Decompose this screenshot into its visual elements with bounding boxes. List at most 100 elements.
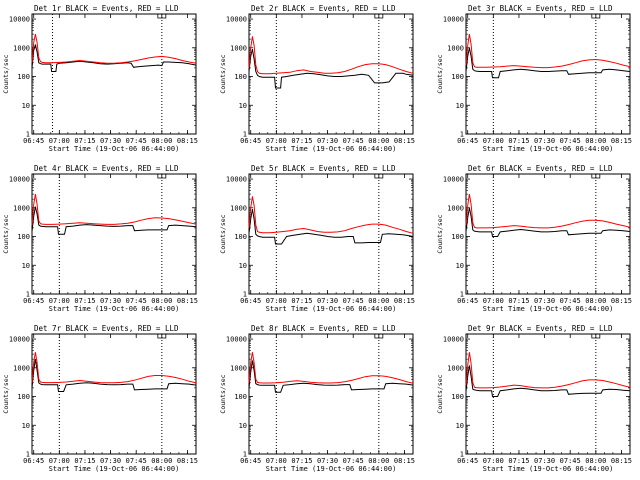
y-tick-label: 10: [456, 262, 464, 270]
x-axis-label: Start Time (19-Oct-06 06:44:00): [49, 465, 180, 473]
y-tick-label: 1000: [447, 364, 464, 372]
series-line-lld: [248, 352, 414, 384]
y-axis-label: Counts/sec: [219, 54, 227, 93]
x-tick-label: 07:45: [560, 457, 581, 465]
x-tick-label: 08:00: [368, 297, 389, 305]
x-tick-label: 07:00: [266, 297, 287, 305]
y-tick-label: 100: [451, 393, 464, 401]
y-tick-label: 1000: [13, 364, 30, 372]
y-tick-label: 1: [243, 131, 247, 139]
x-tick-label: 07:00: [266, 137, 287, 145]
y-tick-label: 1000: [447, 44, 464, 52]
y-axis-label: Counts/sec: [219, 214, 227, 253]
y-axis-label: Counts/sec: [436, 214, 444, 253]
plot-frame: [465, 333, 631, 455]
y-tick-label: 10000: [9, 336, 30, 344]
panel-5: Det 5r BLACK = Events, RED = LLD 1 10 100 10…: [219, 164, 415, 313]
panel-2: Det 2r BLACK = Events, RED = LLD 1 10 100 10…: [219, 4, 415, 153]
x-axis-label: Start Time (19-Oct-06 06:44:00): [483, 305, 614, 313]
x-tick-label: 07:15: [291, 297, 312, 305]
series-line-lld: [465, 34, 631, 69]
y-tick-label: 1000: [13, 204, 30, 212]
series-line-events: [248, 209, 414, 245]
x-tick-label: 06:45: [457, 137, 478, 145]
x-tick-label: 07:00: [483, 297, 504, 305]
x-tick-label: 07:00: [49, 297, 70, 305]
x-axis-label: Start Time (19-Oct-06 06:44:00): [266, 145, 397, 153]
y-tick-label: 10: [239, 262, 247, 270]
y-tick-label: 10000: [226, 336, 247, 344]
x-tick-label: 08:15: [177, 137, 198, 145]
y-axis-label: Counts/sec: [436, 54, 444, 93]
y-tick-label: 100: [451, 233, 464, 241]
plot-frame: [31, 13, 197, 135]
y-tick-label: 1000: [13, 44, 30, 52]
plot-frame: [465, 13, 631, 135]
series-line-lld: [31, 34, 197, 64]
plot-frame: [248, 333, 414, 455]
y-tick-label: 1: [26, 131, 30, 139]
x-axis-label: Start Time (19-Oct-06 06:44:00): [483, 145, 614, 153]
x-axis-label: Start Time (19-Oct-06 06:44:00): [483, 465, 614, 473]
x-tick-label: 07:45: [343, 137, 364, 145]
x-tick-label: 08:15: [611, 137, 632, 145]
y-tick-label: 1: [26, 451, 30, 459]
x-axis-label: Start Time (19-Oct-06 06:44:00): [49, 305, 180, 313]
y-tick-label: 1: [460, 131, 464, 139]
x-tick-label: 07:30: [317, 137, 338, 145]
y-axis-label: Counts/sec: [219, 374, 227, 413]
panel-4: Det 4r BLACK = Events, RED = LLD 1 10 100 10…: [2, 164, 198, 313]
panel-title: Det 9r BLACK = Events, RED = LLD: [468, 324, 613, 333]
y-tick-label: 10: [239, 422, 247, 430]
y-axis-label: Counts/sec: [2, 54, 10, 93]
x-tick-label: 07:15: [74, 137, 95, 145]
x-tick-label: 07:30: [534, 297, 555, 305]
x-tick-label: 07:00: [49, 137, 70, 145]
panel-1: Det 1r BLACK = Events, RED = LLD 1 10 100 10…: [2, 4, 198, 153]
y-tick-label: 10000: [9, 16, 30, 24]
y-tick-label: 10: [239, 102, 247, 110]
y-tick-label: 1000: [230, 204, 247, 212]
x-tick-label: 08:00: [368, 457, 389, 465]
series-line-events: [465, 207, 631, 237]
y-tick-label: 100: [17, 233, 30, 241]
x-tick-label: 08:15: [394, 137, 415, 145]
x-tick-label: 07:00: [266, 457, 287, 465]
y-tick-label: 1: [243, 291, 247, 299]
x-tick-label: 08:15: [611, 297, 632, 305]
panel-8: Det 8r BLACK = Events, RED = LLD 1 10 100 10…: [219, 324, 415, 473]
x-tick-label: 06:45: [457, 457, 478, 465]
x-tick-label: 07:15: [74, 457, 95, 465]
y-tick-label: 100: [17, 393, 30, 401]
series-line-events: [465, 47, 631, 79]
x-tick-label: 07:45: [560, 137, 581, 145]
series-line-events: [465, 365, 631, 397]
x-tick-label: 08:15: [394, 457, 415, 465]
series-line-events: [31, 44, 197, 72]
y-axis-label: Counts/sec: [436, 374, 444, 413]
x-tick-label: 07:15: [291, 137, 312, 145]
series-line-lld: [248, 36, 414, 75]
series-line-events: [31, 359, 197, 392]
panel-title: Det 8r BLACK = Events, RED = LLD: [251, 324, 396, 333]
y-tick-label: 100: [234, 233, 247, 241]
plot-frame: [248, 173, 414, 295]
x-tick-label: 06:45: [457, 297, 478, 305]
plot-frame: [248, 13, 414, 135]
panel-6: Det 6r BLACK = Events, RED = LLD 1 10 100 10…: [436, 164, 632, 313]
y-axis-label: Counts/sec: [2, 214, 10, 253]
x-tick-label: 06:45: [240, 137, 261, 145]
x-tick-label: 07:15: [508, 137, 529, 145]
x-tick-label: 06:45: [240, 297, 261, 305]
x-tick-label: 07:00: [49, 457, 70, 465]
series-line-lld: [465, 194, 631, 229]
x-tick-label: 07:15: [74, 297, 95, 305]
series-line-lld: [31, 194, 197, 226]
y-tick-label: 100: [17, 73, 30, 81]
y-tick-label: 10000: [443, 16, 464, 24]
x-tick-label: 08:00: [151, 457, 172, 465]
x-tick-label: 07:15: [508, 297, 529, 305]
y-axis-label: Counts/sec: [2, 374, 10, 413]
y-tick-label: 10000: [226, 176, 247, 184]
